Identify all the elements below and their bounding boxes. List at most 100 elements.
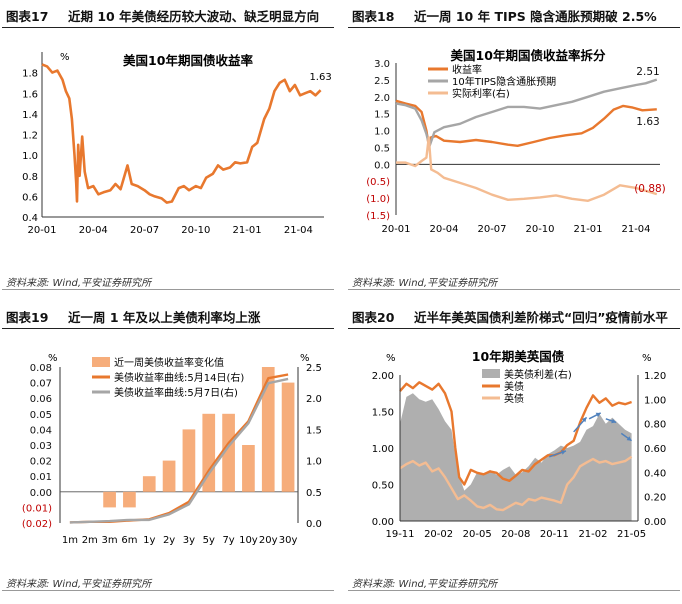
fig17-title: 近期 10 年美债经历较大波动、缺乏明显方向: [68, 9, 320, 24]
fig17-y-tick: 1.2: [22, 131, 38, 142]
fig19-x-tick: 20y: [259, 535, 278, 546]
fig17-unit-label: %: [60, 52, 70, 63]
fig19-bar: [182, 429, 196, 492]
fig19-bar: [123, 491, 136, 508]
fig19-header: 图表19 近一周 1 年及以上美债利率均上涨: [2, 303, 334, 329]
fig18-y-tick: (0.5): [366, 177, 390, 188]
fig17-source: 资料来源: Wind,平安证券研究所: [6, 278, 152, 289]
fig20-y-right-tick: 0.80: [644, 420, 666, 431]
fig18-series-line-2: [396, 136, 658, 202]
fig17-y-tick: 1.6: [22, 89, 38, 100]
fig20-x-tick: 20-02: [424, 529, 453, 540]
fig20-y-right-tick: 1.20: [644, 371, 666, 382]
fig19-unit-right: %: [300, 353, 310, 364]
fig19-y-right-tick: 0.0: [306, 519, 322, 530]
fig20-x-tick: 21-05: [617, 529, 646, 540]
fig19-y-left-tick: 0.04: [30, 425, 52, 436]
fig18-chart-title: 美国10年期国债收益率拆分: [451, 48, 606, 63]
fig20-y-right-tick: 0.40: [644, 468, 666, 479]
fig20-x-tick: 19-11: [385, 529, 414, 540]
fig19-bar: [202, 413, 216, 492]
fig19-y-left-tick: (0.02): [22, 519, 52, 530]
fig20-x-tick: 20-11: [540, 529, 569, 540]
fig18-chart: 美国10年期国债收益率拆分 3.0 2.5 2.0 1.5 1.0 0.5 0.0 (0.5) (…: [366, 48, 666, 235]
fig19-y-left-tick: 0.06: [30, 394, 52, 405]
fig17-last-value-label: 1.63: [309, 72, 331, 83]
fig17-x-tick: 20-07: [130, 225, 159, 236]
fig18-divider: [348, 289, 680, 290]
fig19-chart: % %0.080.070.060.050.040.030.020.010.00(0…: [22, 353, 322, 546]
fig18-x-tick: 21-04: [621, 224, 650, 235]
fig20-trend-arrowhead: [561, 450, 566, 455]
fig17-series-line: [41, 63, 322, 204]
fig17-header: 图表17 近期 10 年美债经历较大波动、缺乏明显方向: [2, 2, 334, 28]
fig18-x-tick: 21-01: [573, 224, 602, 235]
fig20-legend-label: 英债: [504, 392, 524, 405]
fig17-y-tick: 0.8: [22, 172, 38, 183]
panel-fig18: 图表18 近一周 10 年 TIPS 隐含通胀预期破 2.5% 美国10年期国债…: [348, 2, 680, 302]
fig20-x-tick: 21-02: [578, 529, 607, 540]
fig20-legend-label: 美债: [504, 380, 524, 393]
fig18-y-tick: 0.0: [374, 160, 390, 171]
fig18-end-label: 2.51: [636, 66, 659, 78]
panel-fig17: 图表17 近期 10 年美债经历较大波动、缺乏明显方向 美国10年期国债收益率%…: [2, 2, 334, 302]
fig18-y-tick: (1.5): [366, 211, 390, 222]
fig18-y-tick: 2.0: [374, 93, 390, 104]
fig18-header: 图表18 近一周 10 年 TIPS 隐含通胀预期破 2.5%: [348, 2, 680, 28]
fig19-source: 资料来源: Wind,平安证券研究所: [6, 579, 152, 590]
fig18-y-tick: 3.0: [374, 59, 390, 70]
fig19-bar: [162, 460, 176, 492]
fig20-y-left-tick: 0.50: [372, 481, 394, 492]
fig20-x-tick: 20-05: [463, 529, 492, 540]
fig19-y-left-tick: 0.02: [30, 457, 52, 468]
fig20-y-left-tick: 2.00: [372, 371, 394, 382]
fig19-legend-swatch: [92, 357, 110, 367]
fig18-end-label: 1.63: [636, 116, 659, 128]
fig18-y-tick: 0.5: [374, 143, 390, 154]
fig18-title: 近一周 10 年 TIPS 隐含通胀预期破 2.5%: [414, 9, 657, 24]
fig20-y-left-tick: 0.00: [372, 517, 394, 528]
fig17-x-tick: 21-01: [233, 225, 262, 236]
fig19-bar: [261, 367, 275, 492]
fig17-divider: [2, 289, 334, 290]
fig20-legend-label: 美英债利差(右): [504, 368, 572, 381]
fig17-chart-title: 美国10年期国债收益率: [123, 53, 253, 68]
fig18-x-tick: 20-10: [525, 224, 554, 235]
fig18-y-tick: 1.5: [374, 110, 390, 121]
fig19-legend-label: 近一周美债收益率变化值: [114, 356, 224, 369]
fig18-number: 图表18: [352, 9, 395, 24]
fig19-y-right-tick: 2.5: [306, 363, 322, 374]
fig17-y-tick: 1.8: [22, 69, 38, 80]
fig20-y-right-tick: 1.00: [644, 395, 666, 406]
fig19-y-right-tick: 2.0: [306, 394, 322, 405]
fig19-bar: [142, 476, 156, 492]
fig18-y-tick: 2.5: [374, 76, 390, 87]
fig19-x-tick: 5y: [203, 535, 215, 546]
fig19-legend-label: 美债收益率曲线:5月7日(右): [114, 386, 238, 399]
fig19-x-tick: 3m: [102, 535, 118, 546]
fig19-y-right-tick: 0.5: [306, 488, 322, 499]
fig19-x-tick: 7y: [222, 535, 234, 546]
fig17-x-tick: 20-04: [79, 225, 108, 236]
fig19-x-tick: 3y: [183, 535, 195, 546]
fig19-y-left-tick: (0.01): [22, 503, 52, 514]
fig20-trend-arrowhead: [611, 418, 617, 424]
fig17-y-tick: 0.4: [22, 213, 38, 224]
fig17-x-tick: 20-10: [181, 225, 210, 236]
fig19-y-right-tick: 1.0: [306, 457, 322, 468]
fig19-x-tick: 2m: [82, 535, 98, 546]
fig19-unit-left: %: [48, 353, 58, 364]
fig19-x-tick: 1m: [62, 535, 78, 546]
fig20-unit-left: %: [386, 353, 396, 364]
fig20-number: 图表20: [352, 310, 395, 325]
fig18-legend-label: 实际利率(右): [452, 87, 510, 100]
fig20-source: 资料来源: Wind,平安证券研究所: [352, 579, 498, 590]
fig20-chart-title: 10年期美英国债: [472, 349, 565, 364]
fig19-y-right-tick: 1.5: [306, 425, 322, 436]
fig18-source: 资料来源: Wind,平安证券研究所: [352, 278, 498, 289]
fig19-divider: [2, 590, 334, 591]
fig19-y-left-tick: 0.07: [30, 379, 52, 390]
fig20-y-left-tick: 1.50: [372, 408, 394, 419]
fig18-x-tick: 20-07: [477, 224, 506, 235]
fig18-legend-label: 收益率: [452, 63, 482, 76]
